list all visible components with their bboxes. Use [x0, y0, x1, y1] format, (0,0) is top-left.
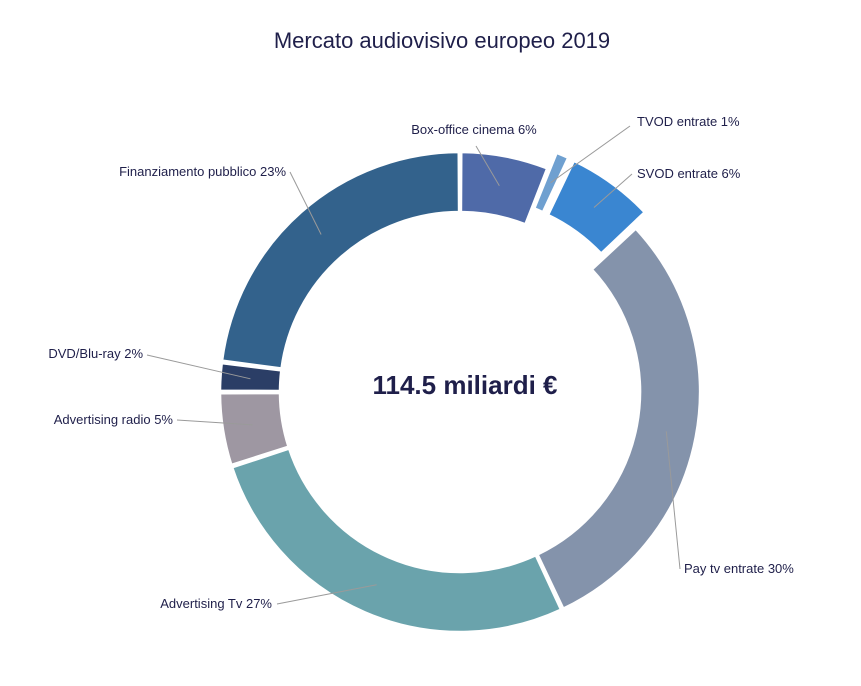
leader-line-box-office-cinema-6	[475, 145, 500, 186]
slice-label-finanziamento-pubblico-23: Finanziamento pubblico 23%	[119, 164, 286, 179]
leader-line-svod-entrate-6	[593, 173, 633, 208]
slice-finanziamento-pubblico-23	[220, 150, 461, 370]
leader-line-advertising-tv-27	[276, 584, 377, 605]
slice-label-tvod-entrate-1: TVOD entrate 1%	[637, 114, 740, 129]
slices-layer	[218, 150, 702, 634]
leader-line-pay-tv-entrate-30	[665, 431, 681, 570]
leader-line-finanziamento-pubblico-23	[289, 171, 322, 235]
slice-box-office-cinema-6	[459, 150, 549, 226]
slice-advertising-tv-27	[230, 446, 563, 634]
slice-label-pay-tv-entrate-30: Pay tv entrate 30%	[684, 561, 794, 576]
leader-line-tvod-entrate-1	[550, 125, 631, 184]
leader-line-advertising-radio-5	[176, 419, 253, 426]
slice-label-advertising-tv-27: Advertising Tv 27%	[160, 596, 272, 611]
slice-label-svod-entrate-6: SVOD entrate 6%	[637, 166, 741, 181]
slice-dvd-blu-ray-2	[218, 361, 283, 393]
leader-line-dvd-blu-ray-2	[146, 354, 251, 380]
chart-title: Mercato audiovisivo europeo 2019	[274, 28, 610, 53]
slice-label-advertising-radio-5: Advertising radio 5%	[54, 412, 174, 427]
slice-pay-tv-entrate-30	[535, 226, 702, 611]
slice-label-box-office-cinema-6: Box-office cinema 6%	[411, 122, 537, 137]
center-total-label: 114.5 miliardi €	[372, 370, 557, 400]
slice-advertising-radio-5	[218, 391, 291, 467]
slice-labels-layer: Box-office cinema 6% TVOD entrate 1% SVOD …	[48, 114, 794, 611]
slice-label-dvd-blu-ray-2: DVD/Blu-ray 2%	[48, 346, 143, 361]
leader-lines-layer	[146, 125, 681, 605]
slice-svod-entrate-6	[546, 159, 647, 256]
